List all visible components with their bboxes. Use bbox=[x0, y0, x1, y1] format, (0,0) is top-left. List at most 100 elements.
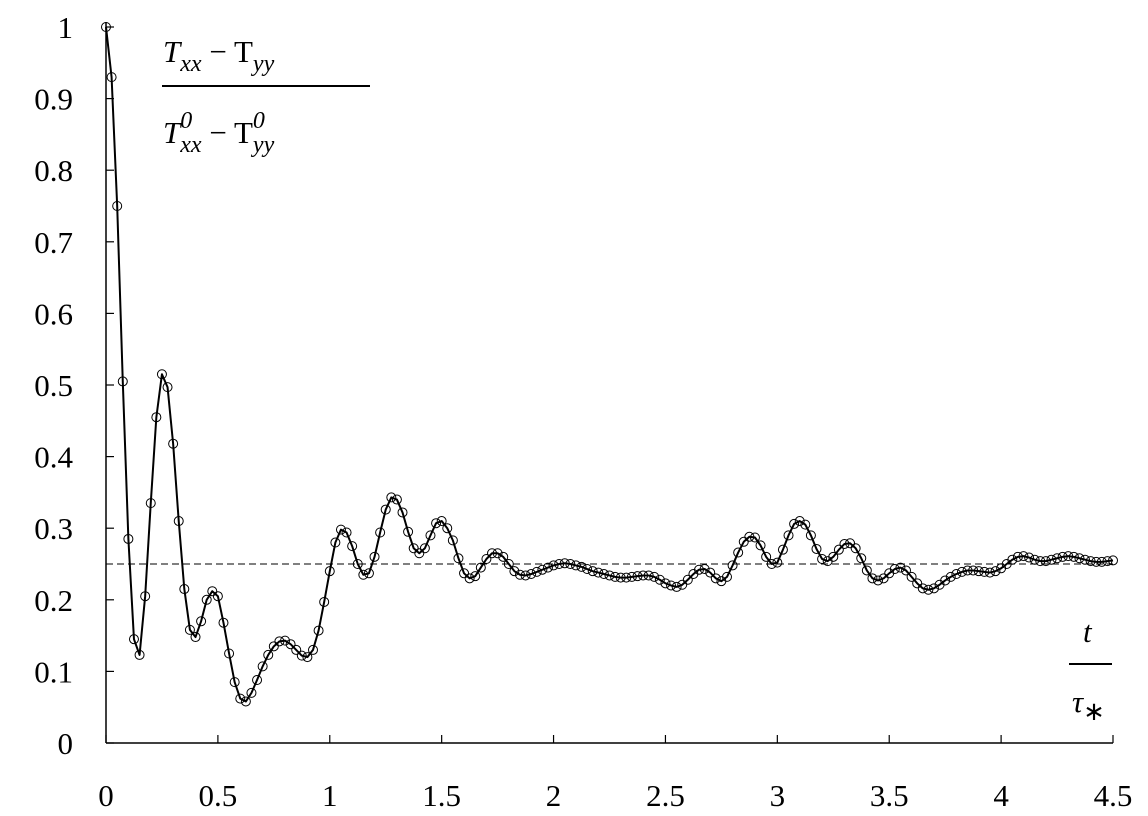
data-point bbox=[487, 548, 498, 559]
data-point bbox=[710, 573, 721, 584]
data-point bbox=[878, 573, 889, 584]
data-point bbox=[1096, 556, 1107, 567]
y-tick-label: 0.2 bbox=[34, 583, 73, 618]
data-point bbox=[196, 616, 207, 627]
data-point bbox=[470, 571, 481, 582]
y-tick-label: 0.4 bbox=[34, 440, 73, 475]
label-text: 0 bbox=[253, 108, 265, 134]
data-point bbox=[889, 564, 900, 575]
data-point bbox=[861, 565, 872, 576]
data-point bbox=[1018, 551, 1029, 562]
data-point bbox=[755, 540, 766, 551]
axis-label-part: Txx − Tyy bbox=[163, 34, 275, 77]
data-point bbox=[447, 535, 458, 546]
x-tick-label: 2.5 bbox=[646, 778, 685, 813]
data-point bbox=[1046, 554, 1057, 565]
data-point bbox=[1035, 556, 1046, 567]
data-point bbox=[766, 559, 777, 569]
data-point bbox=[845, 538, 856, 549]
data-point bbox=[738, 536, 749, 547]
data-point bbox=[542, 562, 553, 573]
data-point bbox=[492, 548, 503, 559]
data-point bbox=[638, 570, 649, 581]
data-point bbox=[727, 560, 738, 571]
data-point bbox=[285, 639, 296, 650]
data-point bbox=[268, 641, 279, 652]
data-point bbox=[229, 677, 240, 688]
label-text: T bbox=[163, 115, 183, 150]
data-point bbox=[101, 22, 111, 32]
data-point bbox=[419, 543, 430, 554]
data-point bbox=[296, 650, 307, 661]
data-point bbox=[576, 561, 587, 572]
data-point bbox=[660, 578, 671, 589]
data-point bbox=[397, 507, 408, 518]
data-point bbox=[257, 661, 268, 672]
data-point bbox=[475, 562, 486, 573]
x-tick-label: 0 bbox=[98, 778, 114, 813]
data-point bbox=[464, 573, 475, 584]
label-text: T bbox=[163, 34, 183, 69]
x-tick-label: 4 bbox=[993, 778, 1009, 813]
data-point bbox=[302, 652, 313, 663]
data-point bbox=[598, 569, 609, 580]
data-point bbox=[1074, 553, 1085, 564]
data-point bbox=[951, 569, 962, 580]
data-point bbox=[817, 553, 828, 564]
data-point bbox=[604, 570, 615, 581]
data-point bbox=[867, 573, 878, 584]
data-point bbox=[1057, 551, 1068, 562]
data-point bbox=[940, 575, 951, 586]
data-point bbox=[626, 571, 637, 582]
data-point bbox=[414, 548, 425, 559]
data-point bbox=[212, 591, 223, 602]
y-tick-label: 0.5 bbox=[34, 368, 73, 403]
data-point bbox=[1007, 554, 1018, 565]
data-point bbox=[962, 565, 973, 576]
x-tick-label: 1.5 bbox=[422, 778, 461, 813]
data-point bbox=[705, 567, 716, 578]
data-point bbox=[431, 518, 442, 529]
data-point bbox=[973, 566, 984, 577]
x-tick-label: 0.5 bbox=[199, 778, 238, 813]
data-point bbox=[979, 566, 990, 577]
data-point bbox=[218, 617, 229, 628]
data-point bbox=[436, 516, 447, 527]
data-point bbox=[1063, 551, 1074, 562]
x-tick-label: 1 bbox=[322, 778, 338, 813]
data-point bbox=[531, 566, 542, 577]
data-point bbox=[649, 571, 660, 582]
label-text: yy bbox=[251, 51, 275, 77]
data-point bbox=[749, 532, 760, 543]
data-point bbox=[537, 564, 548, 575]
y-tick-label: 0.7 bbox=[34, 225, 73, 260]
data-point bbox=[514, 569, 525, 580]
data-point bbox=[901, 565, 912, 576]
data-point bbox=[1091, 556, 1102, 567]
data-point bbox=[341, 527, 352, 538]
label-text: − T bbox=[202, 115, 253, 150]
y-tick-label: 0 bbox=[58, 726, 74, 761]
data-line bbox=[105, 26, 1114, 703]
data-point bbox=[201, 594, 212, 605]
data-point bbox=[442, 523, 453, 534]
data-point bbox=[990, 566, 1001, 577]
data-point bbox=[224, 648, 235, 659]
data-point bbox=[548, 560, 559, 571]
data-point bbox=[391, 494, 402, 505]
data-point bbox=[811, 543, 822, 554]
x-tick-label: 2 bbox=[546, 778, 562, 813]
data-point bbox=[554, 559, 565, 569]
data-point bbox=[643, 570, 654, 581]
data-point bbox=[559, 558, 570, 569]
data-point bbox=[677, 579, 688, 590]
data-point bbox=[772, 557, 783, 568]
data-point bbox=[1052, 553, 1063, 564]
data-point bbox=[179, 584, 190, 595]
data-point bbox=[615, 572, 626, 583]
data-point bbox=[839, 538, 850, 549]
label-text: ∗ bbox=[1083, 697, 1105, 726]
data-point bbox=[800, 519, 811, 530]
y-tick-label: 0.6 bbox=[34, 296, 73, 331]
data-point bbox=[828, 551, 839, 562]
